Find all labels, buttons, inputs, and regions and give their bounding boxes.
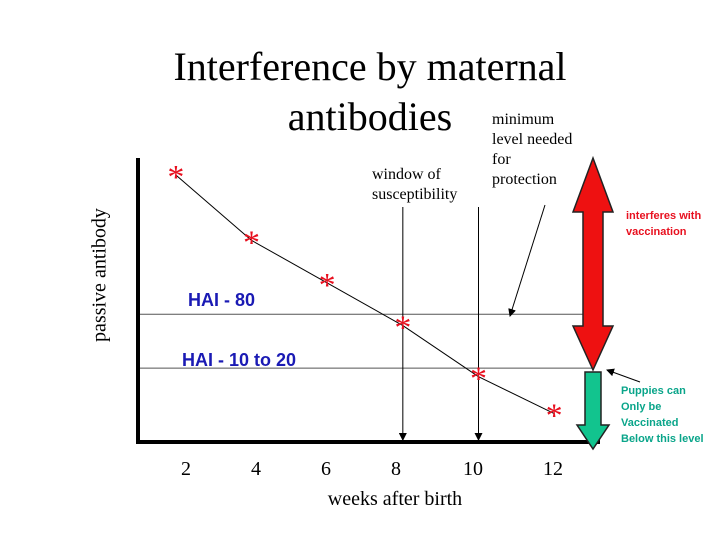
data-point-marker: * xyxy=(394,310,411,347)
data-point-marker: * xyxy=(546,398,563,435)
interferes-with-vaccination-note: interferes with vaccination xyxy=(626,210,702,238)
minimum-line-4: protection xyxy=(492,171,557,188)
minimum-level-pointer xyxy=(508,204,546,317)
data-point-marker: * xyxy=(470,361,487,398)
x-tick-label: 10 xyxy=(463,458,483,480)
data-point-marker: * xyxy=(243,224,260,261)
minimum-line-2: level needed xyxy=(492,131,573,148)
puppies-vaccinated-note: Puppies can Only be Vaccinated Below thi… xyxy=(621,383,717,447)
hai-10-20-label: HAI - 10 to 20 xyxy=(182,350,297,370)
connector-line xyxy=(251,239,328,284)
puppies-pointer xyxy=(606,368,641,383)
y-axis-label: passive antibody xyxy=(88,208,111,342)
vaccination-window-arrow xyxy=(575,371,611,451)
connector-line xyxy=(402,325,479,378)
x-tick-label: 2 xyxy=(181,458,191,480)
puppies-line-4: Below this level xyxy=(621,433,704,445)
puppies-line-3: Vaccinated xyxy=(621,417,679,429)
minimum-level-note: minimum level needed for protection xyxy=(492,110,602,190)
x-tick-label: 4 xyxy=(251,458,261,480)
puppies-line-2: Only be xyxy=(621,401,662,413)
x-tick-label: 12 xyxy=(543,458,563,480)
interference-double-arrow xyxy=(571,155,615,372)
connector-line xyxy=(175,174,252,241)
connector-line xyxy=(326,282,404,326)
x-tick-label: 8 xyxy=(391,458,401,480)
title-line-2: antibodies xyxy=(287,94,453,139)
title-line-1: Interference by maternal xyxy=(173,44,567,89)
puppies-line-1: Puppies can xyxy=(621,385,686,397)
minimum-line-1: minimum xyxy=(492,111,555,128)
data-point-marker: * xyxy=(319,267,336,304)
x-axis-label: weeks after birth xyxy=(327,488,463,510)
page-title: Interference by maternal antibodies xyxy=(80,42,660,142)
data-point-marker: * xyxy=(167,159,184,196)
minimum-line-3: for xyxy=(492,151,511,168)
window-of-susceptibility-note: window of susceptibility xyxy=(372,166,458,203)
x-tick-label: 6 xyxy=(321,458,331,480)
connector-line xyxy=(478,376,555,415)
hai-80-label: HAI - 80 xyxy=(188,290,256,310)
